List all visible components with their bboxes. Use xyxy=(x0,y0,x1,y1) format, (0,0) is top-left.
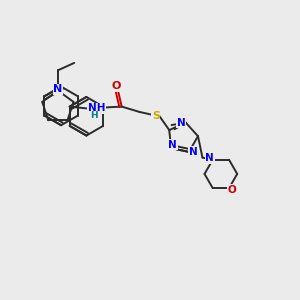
Text: O: O xyxy=(228,184,236,195)
Text: N: N xyxy=(189,147,198,157)
Text: N: N xyxy=(177,118,186,128)
Text: N: N xyxy=(206,153,214,163)
Text: O: O xyxy=(111,81,120,92)
Text: S: S xyxy=(152,110,160,121)
Text: H: H xyxy=(90,111,98,120)
Text: N: N xyxy=(168,140,177,150)
Text: NH: NH xyxy=(88,103,105,113)
Text: N: N xyxy=(53,84,62,94)
